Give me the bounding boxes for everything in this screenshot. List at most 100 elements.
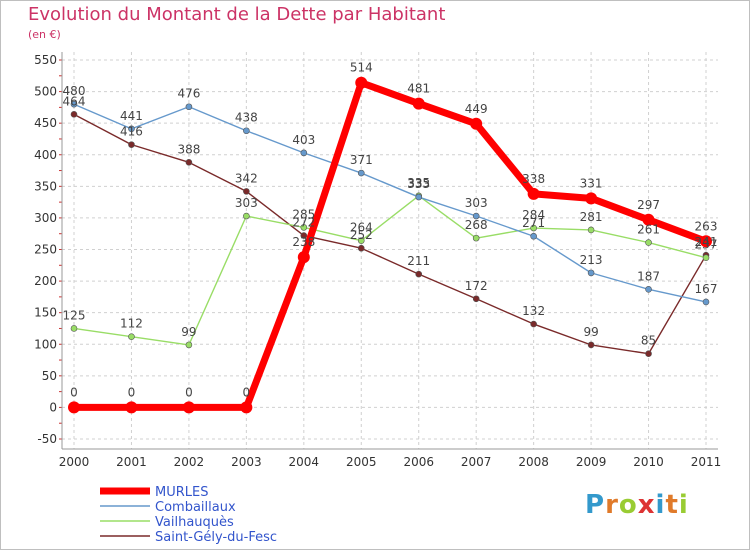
data-point [527, 187, 540, 200]
proxiti-logo: Proxiti [585, 490, 689, 520]
data-label: 464 [63, 94, 86, 108]
data-label: 271 [522, 216, 545, 230]
data-point [70, 325, 78, 332]
data-label: 281 [580, 210, 603, 224]
data-label: 284 [522, 208, 545, 222]
data-point [128, 333, 135, 340]
data-label: 331 [580, 176, 603, 190]
x-tick-label: 2004 [289, 455, 320, 469]
data-point [645, 285, 652, 293]
legend-label: Saint-Gély-du-Fesc [155, 530, 277, 545]
x-tick-label: 2007 [461, 455, 492, 469]
logo-letter: o [618, 490, 638, 520]
data-point [70, 111, 78, 118]
x-axis: 2000 2001 2002 2003 2004 2005 2006 2007 2008 2009… [59, 448, 722, 469]
data-point [357, 169, 365, 177]
data-labels: 0 0 0 0 238 514 481 449 338 331 297 263 480 441 476 438… [63, 61, 718, 400]
data-label: 187 [637, 269, 660, 283]
data-label: 132 [522, 304, 545, 318]
data-label: 514 [350, 61, 373, 75]
data-label: 481 [407, 82, 430, 96]
x-tick-label: 2003 [231, 455, 262, 469]
data-point [700, 235, 712, 248]
data-label: 0 [185, 385, 193, 399]
data-point [243, 212, 250, 220]
data-point [243, 188, 250, 195]
data-point [530, 232, 537, 240]
y-axis: -50 0 50 100 150 200 250 300 350 400 450 500 550 [34, 52, 63, 449]
y-tick-label: -50 [37, 432, 57, 446]
data-point [128, 125, 135, 133]
data-point [68, 401, 80, 414]
logo-letter: P [585, 490, 606, 520]
data-point [587, 226, 595, 234]
data-label: 263 [695, 219, 718, 233]
data-label: 0 [128, 385, 136, 399]
data-point [530, 224, 537, 232]
legend-label: Combaillaux [155, 500, 236, 515]
data-label: 213 [580, 253, 603, 267]
data-point [587, 341, 595, 349]
x-tick-label: 2011 [691, 455, 722, 469]
logo-letter: t [665, 490, 679, 520]
y-tick-label: 350 [34, 179, 57, 193]
data-point [472, 234, 480, 242]
data-label: 416 [120, 125, 143, 139]
data-point [185, 159, 193, 166]
data-label: 388 [177, 142, 200, 156]
data-point [243, 127, 250, 135]
y-tick-label: 550 [34, 53, 57, 67]
y-tick-label: 450 [34, 116, 57, 130]
data-label: 241 [695, 235, 718, 249]
data-point [645, 239, 652, 246]
data-point [355, 76, 368, 89]
data-point [472, 295, 480, 303]
data-point [415, 270, 423, 278]
data-point [415, 193, 423, 201]
data-point [185, 341, 193, 349]
data-label: 342 [235, 171, 258, 185]
x-tick-label: 2002 [174, 455, 205, 469]
data-label: 333 [407, 177, 430, 191]
logo-letter: r [605, 490, 619, 520]
legend: MURLESCombaillauxVailhauquèsSaint-Gély-d… [100, 485, 277, 545]
series-layer [68, 76, 712, 414]
data-label: 85 [641, 334, 656, 348]
logo-letter: i [678, 490, 689, 520]
grid [62, 52, 718, 449]
x-tick-label: 2008 [518, 455, 549, 469]
data-label: 261 [637, 223, 660, 237]
data-label: 303 [235, 196, 258, 210]
x-tick-label: 2010 [633, 455, 664, 469]
data-label: 172 [465, 279, 488, 293]
data-label: 238 [292, 235, 315, 249]
y-tick-label: 300 [34, 211, 57, 225]
data-label: 335 [407, 176, 430, 190]
data-label: 303 [465, 196, 488, 210]
y-tick-label: 150 [34, 306, 57, 320]
data-point [70, 100, 78, 108]
data-point [357, 244, 365, 252]
data-label: 125 [63, 308, 86, 322]
data-point [530, 320, 537, 328]
data-point [185, 103, 193, 111]
legend-label: Vailhauquès [155, 515, 234, 530]
data-label: 438 [235, 111, 258, 125]
x-tick-label: 2001 [116, 455, 147, 469]
y-tick-label: 200 [34, 274, 57, 288]
legend-label: MURLES [155, 485, 208, 500]
data-point [357, 237, 365, 244]
data-point [300, 224, 308, 231]
y-tick-label: 500 [34, 85, 57, 99]
data-label: 476 [177, 87, 200, 101]
data-point [470, 117, 483, 130]
data-point [642, 213, 655, 226]
data-label: 252 [350, 228, 373, 242]
data-label: 264 [350, 221, 373, 235]
chart-title: Evolution du Montant de la Dette par Hab… [28, 4, 446, 25]
data-point [472, 212, 480, 220]
data-label: 112 [120, 317, 143, 331]
data-point [585, 192, 598, 205]
data-point [182, 401, 195, 414]
